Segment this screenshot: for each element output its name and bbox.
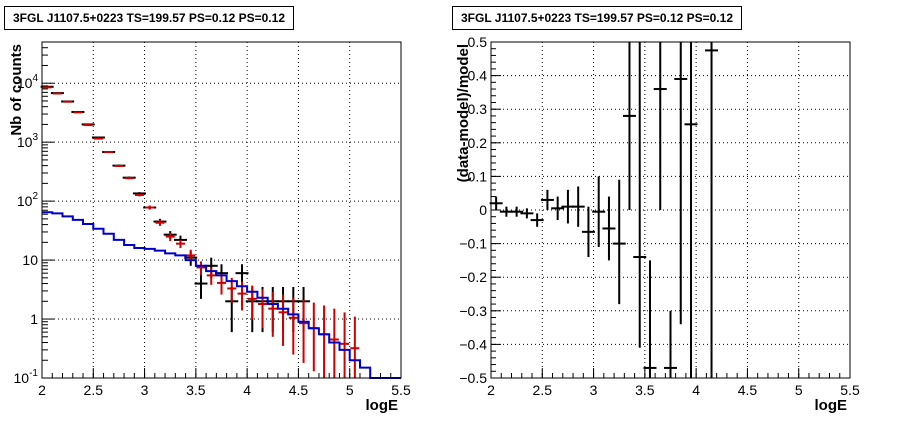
x-tick-label: 2 xyxy=(38,382,46,398)
plot-frame xyxy=(41,41,402,379)
y-tick-label: 0.1 xyxy=(468,168,488,184)
x-tick-label: 4 xyxy=(243,382,251,398)
y-tick-label: −0.4 xyxy=(459,336,487,352)
left-plot-title: 3FGL J1107.5+0223 TS=199.57 PS=0.12 PS=0… xyxy=(4,6,294,30)
x-tick-label: 4.5 xyxy=(738,382,758,398)
y-axis-title: (data-model)/model xyxy=(455,44,472,182)
residuals-plot: 2 2.5 3 3.5 4 4.5 5 5.5 −0.5 −0.4 −0.3 −0.2 −0.1 0 0.1… xyxy=(455,34,860,414)
y-axis-title: Nb of counts xyxy=(8,44,25,136)
y-tick-label: −0.2 xyxy=(459,269,487,285)
x-tick-label: 5 xyxy=(346,382,354,398)
x-axis-title: logE xyxy=(815,397,848,414)
y-tick-label: −0.3 xyxy=(459,303,487,319)
y-tick-label: 0.3 xyxy=(468,101,488,117)
x-tick-label: 5.5 xyxy=(391,382,411,398)
y-tick-label: 102 xyxy=(17,191,39,209)
x-tick-label: 2.5 xyxy=(533,382,553,398)
y-tick-label: 103 xyxy=(17,132,39,150)
y-tick-label: 0.2 xyxy=(468,135,488,151)
x-tick-label: 2.5 xyxy=(84,382,104,398)
y-tick-label: 0 xyxy=(479,202,487,218)
x-tick-label: 3 xyxy=(141,382,149,398)
x-tick-label: 3.5 xyxy=(186,382,206,398)
y-tick-label: 1 xyxy=(30,311,38,327)
y-tick-label: 10-1 xyxy=(14,368,39,386)
x-tick-label: 4.5 xyxy=(289,382,309,398)
plot-area xyxy=(42,42,401,378)
x-tick-label: 5.5 xyxy=(840,382,860,398)
y-tick-label: −0.5 xyxy=(459,370,487,386)
x-tick-label: 3.5 xyxy=(635,382,655,398)
y-tick-label: 0.4 xyxy=(468,68,488,84)
x-tick-label: 2 xyxy=(487,382,495,398)
component-model-step-line xyxy=(42,211,401,379)
x-axis-title: logE xyxy=(366,397,399,414)
y-tick-label: 104 xyxy=(17,73,39,91)
y-tick-label: 0.5 xyxy=(468,34,488,50)
x-tick-label: 5 xyxy=(795,382,803,398)
counts-spectrum-plot: 2 2.5 3 3.5 4 4.5 5 5.5 10-1 1 10 102 103 104 logE Nb o… xyxy=(8,41,411,414)
plot-frame xyxy=(490,41,851,379)
y-tick-label: −0.1 xyxy=(459,236,487,252)
right-plot-title: 3FGL J1107.5+0223 TS=199.57 PS=0.12 PS=0… xyxy=(452,6,742,30)
x-tick-label: 3 xyxy=(590,382,598,398)
y-tick-label: 10 xyxy=(22,252,38,268)
x-tick-label: 4 xyxy=(692,382,700,398)
